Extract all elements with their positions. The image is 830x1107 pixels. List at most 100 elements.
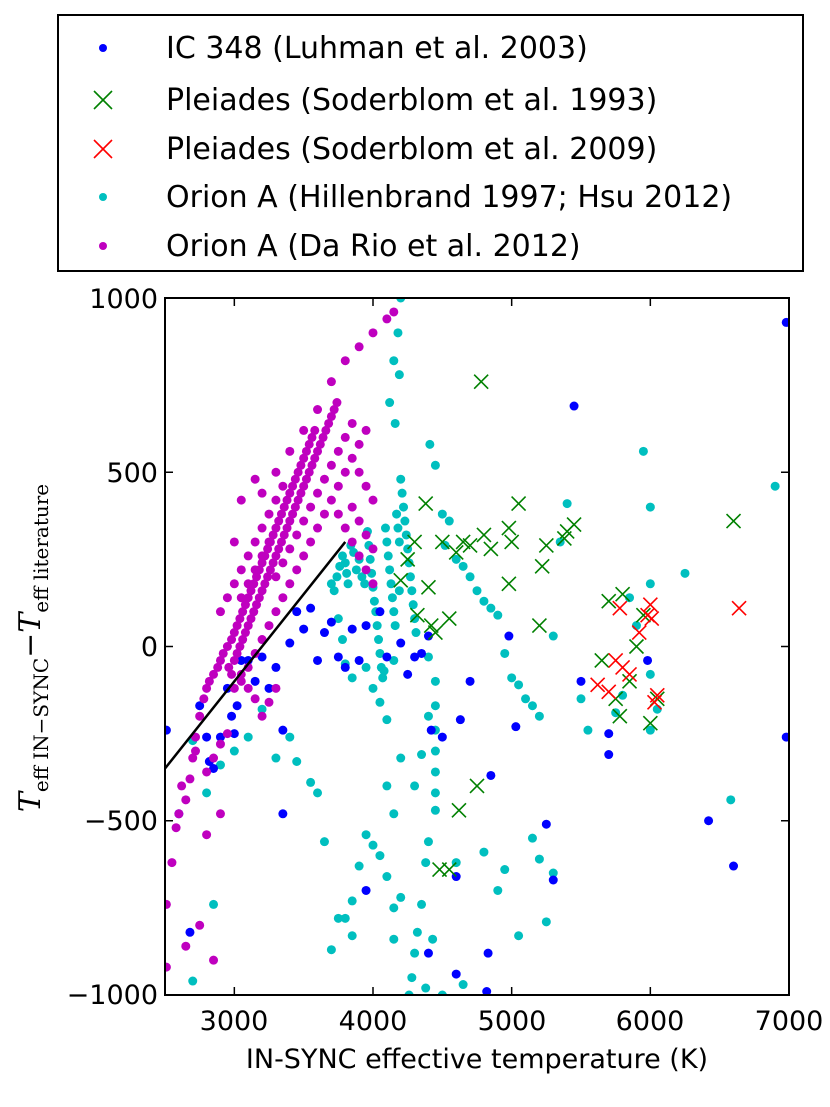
data-point: [386, 579, 396, 589]
data-point: [313, 488, 323, 498]
data-point: [257, 551, 267, 561]
data-point: [232, 648, 242, 658]
data-point: [562, 499, 572, 509]
data-point: [729, 861, 739, 871]
data-point: [410, 948, 420, 958]
data-point: [195, 920, 205, 930]
data-point: [430, 460, 440, 470]
data-point: [271, 467, 281, 477]
data-point: [458, 980, 468, 990]
data-point: [209, 669, 219, 679]
data-point: [264, 683, 274, 693]
data-point: [486, 603, 496, 613]
data-point: [342, 568, 352, 578]
data-point: [448, 544, 464, 560]
data-point: [604, 750, 614, 760]
data-point: [354, 551, 364, 561]
data-point: [382, 715, 392, 725]
data-point: [271, 662, 281, 672]
data-point: [500, 865, 510, 875]
data-point: [347, 418, 357, 428]
data-point: [285, 732, 295, 742]
data-point: [437, 509, 447, 519]
data-point: [243, 551, 253, 561]
data-point: [389, 655, 399, 665]
data-point: [534, 558, 550, 574]
data-point: [645, 502, 655, 512]
data-point: [165, 725, 171, 735]
data-point: [271, 683, 281, 693]
data-point: [243, 683, 253, 693]
data-point: [268, 530, 278, 540]
data-point: [361, 885, 371, 895]
data-point: [430, 746, 440, 756]
data-point: [368, 544, 378, 554]
data-point: [628, 638, 645, 655]
data-point: [472, 586, 482, 596]
y-axis-label: Teff IN−SYNC−Teff literature: [13, 484, 53, 812]
data-point: [238, 607, 248, 617]
data-point: [642, 715, 658, 731]
data-point: [165, 962, 171, 972]
legend-marker: [99, 242, 107, 250]
data-point: [240, 600, 250, 610]
data-point: [257, 488, 267, 498]
data-point: [250, 565, 260, 575]
data-point: [389, 903, 399, 913]
data-point: [569, 401, 579, 411]
data-point: [601, 684, 617, 700]
data-point: [420, 579, 437, 595]
data-point: [340, 523, 350, 533]
data-point: [604, 729, 614, 739]
data-point: [310, 425, 320, 435]
data-point: [257, 711, 267, 721]
data-point: [501, 520, 517, 536]
data-point: [354, 861, 364, 871]
data-point: [441, 861, 457, 878]
data-point: [195, 701, 205, 711]
data-point: [417, 899, 427, 909]
data-point: [394, 537, 404, 547]
data-point: [310, 453, 320, 463]
data-point: [493, 610, 503, 620]
x-tick-label: 4000: [339, 1006, 408, 1037]
legend-label-ic348: IC 348 (Luhman et al. 2003): [166, 31, 588, 66]
data-point: [333, 614, 343, 624]
data-point: [209, 955, 219, 965]
data-point: [411, 628, 421, 638]
data-point: [227, 711, 237, 721]
data-point: [329, 405, 339, 415]
data-point: [333, 481, 343, 491]
data-point: [292, 607, 302, 617]
data-point: [428, 934, 438, 944]
data-point: [229, 537, 239, 547]
data-point: [347, 896, 357, 906]
data-point: [319, 474, 329, 484]
data-point: [224, 662, 234, 672]
data-point: [423, 711, 433, 721]
data-point: [368, 683, 378, 693]
data-point: [621, 673, 638, 689]
data-point: [473, 374, 489, 390]
data-point: [479, 847, 489, 857]
data-point: [271, 753, 281, 763]
data-point: [246, 614, 256, 624]
data-point: [393, 328, 403, 338]
data-point: [417, 648, 427, 658]
data-point: [340, 432, 350, 442]
data-point: [396, 474, 406, 484]
data-point: [199, 694, 209, 704]
data-point: [397, 488, 407, 498]
data-point: [421, 983, 431, 993]
data-point: [361, 830, 371, 840]
data-point: [243, 732, 253, 742]
data-point: [649, 687, 665, 703]
data-point: [400, 551, 416, 567]
data-point: [368, 495, 378, 505]
data-point: [202, 683, 212, 693]
data-point: [285, 544, 295, 554]
data-point: [340, 356, 350, 366]
data-point: [276, 537, 286, 547]
data-point: [394, 370, 404, 380]
data-point: [430, 788, 440, 798]
